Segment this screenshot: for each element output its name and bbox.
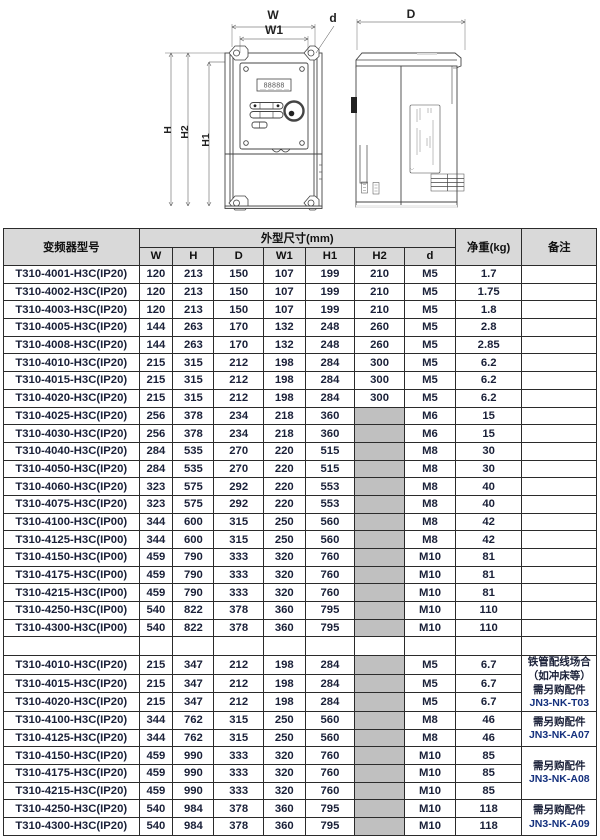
svg-text:d: d bbox=[329, 11, 336, 25]
svg-text:W1: W1 bbox=[265, 23, 283, 37]
svg-text:D: D bbox=[407, 7, 416, 21]
svg-text:H2: H2 bbox=[179, 125, 191, 139]
svg-text:W: W bbox=[267, 8, 279, 22]
svg-text:H: H bbox=[162, 126, 174, 134]
svg-text:88888: 88888 bbox=[263, 83, 284, 91]
svg-text:H1: H1 bbox=[200, 133, 212, 147]
